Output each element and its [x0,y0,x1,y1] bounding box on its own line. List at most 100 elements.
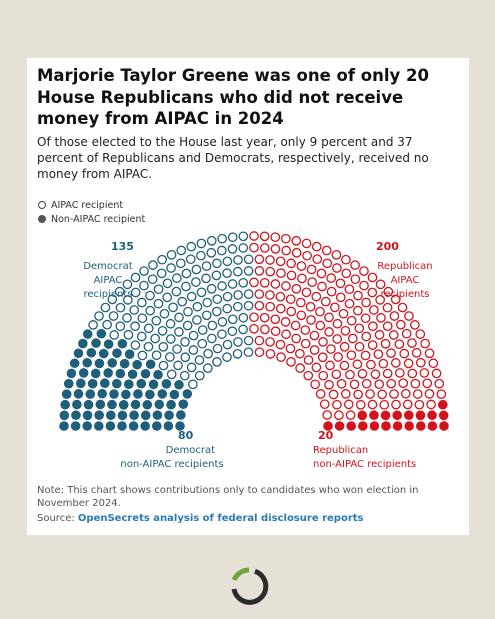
seat [130,272,141,283]
seat [186,291,197,302]
seat [143,323,154,334]
seat [436,389,447,400]
seat [232,266,243,277]
seat [98,348,109,359]
seat [352,305,363,316]
seat [157,254,167,265]
seat [276,268,286,279]
seat [259,231,270,242]
seat [206,235,217,246]
seat [122,279,133,290]
seat [265,266,276,277]
seat [87,378,98,389]
seat [260,324,270,335]
seat [82,357,92,368]
seat [275,256,286,267]
seat [192,301,203,312]
seat [370,369,381,380]
seat [402,399,413,410]
seat [156,268,167,279]
seat [95,399,106,410]
seat [270,314,281,325]
seat [145,305,156,316]
seat [94,421,104,431]
seat [118,400,129,410]
seat [211,306,222,317]
seat [291,333,302,344]
seat [157,389,168,399]
seat [322,410,333,420]
seat [303,370,314,381]
seat [290,320,301,331]
seat [162,278,173,289]
seat [334,410,344,421]
source-link[interactable]: OpenSecrets analysis of federal disclosu… [77,513,364,524]
seat [211,270,222,281]
seat [374,329,385,340]
seat [139,280,149,291]
seat [249,312,259,323]
seat [310,379,320,390]
seat [148,260,158,270]
seat [173,360,183,371]
seat [325,360,335,371]
seat [73,348,84,359]
seat [196,250,206,261]
seat [107,358,118,368]
seat [152,410,163,420]
seat [330,302,340,313]
seat [161,379,172,389]
seat [243,254,254,265]
seat [286,258,296,269]
seat [232,349,243,359]
seat [326,273,336,283]
seat [334,421,345,431]
seat [374,379,385,390]
seat [117,338,128,349]
seat [410,320,420,330]
seat [301,287,312,298]
seat [426,399,436,410]
seat [137,297,147,308]
seat [399,348,410,359]
seat [166,263,176,273]
seat [428,358,439,369]
seat [186,362,197,373]
seat [389,311,400,321]
seat [321,245,332,256]
seat [424,348,435,359]
seat [217,281,227,291]
seat [265,290,275,300]
seat [326,344,336,354]
dem-aipac-label-line2: AIPAC [93,275,123,286]
rep-non-aipac-label-line2: non-AIPAC recipients [313,459,417,470]
seat [347,333,358,344]
seat [404,311,414,321]
seat [227,279,238,289]
seat [312,254,323,265]
seat [121,389,131,400]
seat [106,410,116,421]
seat [177,296,188,307]
seat [188,379,198,390]
seat [94,311,104,321]
seat [175,258,186,269]
seat [322,258,333,269]
seat [203,363,213,373]
seat [383,286,394,297]
seat [103,339,114,349]
seat [352,359,363,370]
seat [72,399,82,410]
seat [216,245,227,256]
seat [368,305,379,315]
seat [174,312,184,323]
seat [249,277,259,288]
seat [182,320,193,331]
seat [186,241,197,252]
seat [243,300,254,311]
seat [357,368,368,379]
seat [270,244,281,254]
seat [386,348,396,358]
seat [202,297,213,308]
seat [158,341,169,352]
